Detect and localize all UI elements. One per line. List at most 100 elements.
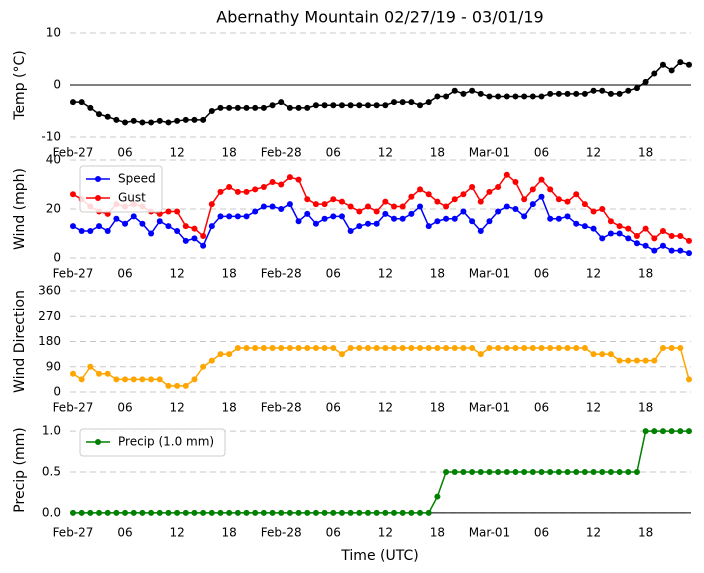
x-tick-label: 06 bbox=[534, 401, 549, 415]
x-tick-label: 06 bbox=[326, 401, 341, 415]
x-tick-label: 06 bbox=[326, 267, 341, 281]
point bbox=[295, 176, 302, 183]
x-tick-label: 18 bbox=[638, 146, 653, 160]
point bbox=[529, 344, 536, 351]
x-tick-label: 18 bbox=[222, 401, 237, 415]
point bbox=[338, 213, 345, 220]
point bbox=[538, 344, 545, 351]
point bbox=[512, 93, 519, 100]
point bbox=[581, 201, 588, 208]
point bbox=[191, 235, 198, 242]
point bbox=[616, 223, 623, 230]
x-tick-label: Mar-01 bbox=[469, 401, 510, 415]
point bbox=[113, 116, 120, 123]
point bbox=[495, 183, 502, 190]
point bbox=[495, 93, 502, 100]
point bbox=[564, 198, 571, 205]
point bbox=[286, 509, 293, 516]
point bbox=[555, 196, 562, 203]
point bbox=[443, 344, 450, 351]
point bbox=[469, 218, 476, 225]
point bbox=[234, 509, 241, 516]
point bbox=[269, 203, 276, 210]
point bbox=[651, 357, 658, 364]
point bbox=[686, 428, 692, 435]
point bbox=[243, 509, 250, 516]
point bbox=[78, 228, 85, 235]
point bbox=[469, 87, 476, 94]
line bbox=[73, 61, 690, 124]
point bbox=[399, 215, 406, 222]
point bbox=[529, 201, 536, 208]
point bbox=[217, 351, 224, 358]
point bbox=[547, 186, 554, 193]
point bbox=[321, 215, 328, 222]
point bbox=[321, 509, 328, 516]
point bbox=[260, 344, 267, 351]
point bbox=[651, 235, 658, 242]
point bbox=[564, 344, 571, 351]
x-tick-label: 18 bbox=[430, 146, 445, 160]
point bbox=[347, 228, 354, 235]
point bbox=[573, 220, 580, 227]
point bbox=[486, 188, 493, 195]
point bbox=[174, 382, 181, 389]
point bbox=[208, 223, 215, 230]
point bbox=[443, 215, 450, 222]
point bbox=[200, 363, 207, 370]
point bbox=[373, 102, 380, 109]
point bbox=[686, 250, 692, 257]
legend-marker bbox=[95, 439, 101, 445]
point bbox=[529, 93, 536, 100]
point bbox=[382, 509, 389, 516]
point bbox=[529, 186, 536, 193]
point bbox=[460, 191, 467, 198]
point bbox=[113, 376, 120, 383]
point bbox=[581, 469, 588, 476]
point bbox=[503, 344, 510, 351]
x-tick-label: 18 bbox=[222, 267, 237, 281]
point bbox=[408, 193, 415, 200]
point bbox=[443, 93, 450, 100]
x-tick-label: Feb-27 bbox=[53, 401, 94, 415]
point bbox=[495, 469, 502, 476]
point bbox=[486, 469, 493, 476]
point bbox=[686, 376, 692, 383]
point bbox=[356, 223, 363, 230]
point bbox=[113, 509, 120, 516]
point bbox=[651, 428, 658, 435]
point bbox=[477, 198, 484, 205]
point bbox=[547, 90, 554, 97]
point bbox=[512, 179, 519, 186]
point bbox=[616, 469, 623, 476]
point bbox=[252, 186, 259, 193]
point bbox=[148, 376, 155, 383]
point bbox=[130, 376, 137, 383]
point bbox=[547, 344, 554, 351]
point bbox=[677, 232, 684, 239]
point bbox=[347, 344, 354, 351]
point bbox=[486, 218, 493, 225]
point bbox=[642, 428, 649, 435]
point bbox=[269, 179, 276, 186]
point bbox=[356, 208, 363, 215]
y-tick-label: 360 bbox=[38, 284, 61, 298]
x-tick-label: Feb-28 bbox=[261, 267, 302, 281]
point bbox=[581, 344, 588, 351]
point bbox=[312, 102, 319, 109]
point bbox=[122, 509, 129, 516]
point bbox=[391, 203, 398, 210]
point bbox=[330, 102, 337, 109]
point bbox=[200, 116, 207, 123]
point bbox=[538, 176, 545, 183]
x-tick-label: 06 bbox=[534, 146, 549, 160]
y-tick-label: -10 bbox=[41, 130, 61, 144]
point bbox=[417, 186, 424, 193]
point bbox=[599, 235, 606, 242]
x-tick-label: 18 bbox=[430, 526, 445, 540]
point bbox=[599, 469, 606, 476]
point bbox=[200, 232, 207, 239]
point bbox=[104, 370, 111, 377]
point bbox=[78, 376, 85, 383]
point bbox=[625, 469, 632, 476]
